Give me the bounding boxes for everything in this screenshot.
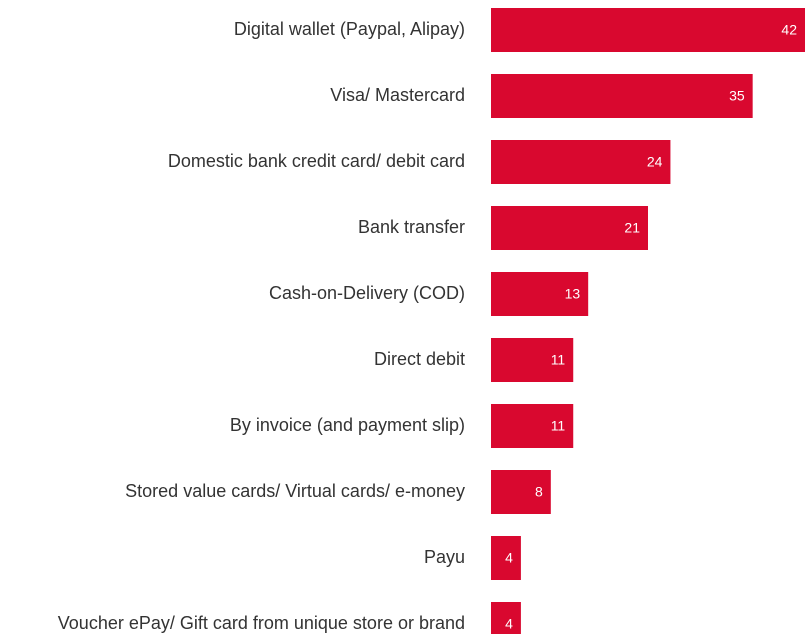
category-label: Payu — [424, 547, 465, 567]
bar — [491, 536, 521, 580]
category-label: Cash-on-Delivery (COD) — [269, 283, 465, 303]
category-label: Bank transfer — [358, 217, 465, 237]
category-label: Domestic bank credit card/ debit card — [168, 151, 465, 171]
value-label: 11 — [551, 418, 566, 434]
value-label: 21 — [624, 220, 640, 236]
value-label: 4 — [505, 550, 513, 566]
category-label: Digital wallet (Paypal, Alipay) — [234, 19, 465, 39]
value-label: 35 — [729, 88, 745, 104]
category-label: By invoice (and payment slip) — [230, 415, 465, 435]
category-label: Visa/ Mastercard — [330, 85, 465, 105]
category-label: Direct debit — [374, 349, 465, 369]
category-label: Stored value cards/ Virtual cards/ e-mon… — [125, 481, 465, 501]
bar — [491, 140, 671, 184]
category-label: Voucher ePay/ Gift card from unique stor… — [58, 613, 465, 633]
bar — [491, 470, 551, 514]
bar — [491, 272, 589, 316]
bar — [491, 8, 805, 52]
value-label: 8 — [535, 484, 543, 500]
bar — [491, 74, 753, 118]
bar — [491, 206, 648, 250]
value-label: 4 — [505, 616, 513, 632]
value-label: 24 — [647, 154, 663, 170]
bar — [491, 338, 574, 382]
value-label: 11 — [551, 352, 566, 368]
bar — [491, 602, 521, 634]
value-label: 42 — [781, 22, 797, 38]
value-label: 13 — [565, 286, 581, 302]
bar — [491, 404, 574, 448]
